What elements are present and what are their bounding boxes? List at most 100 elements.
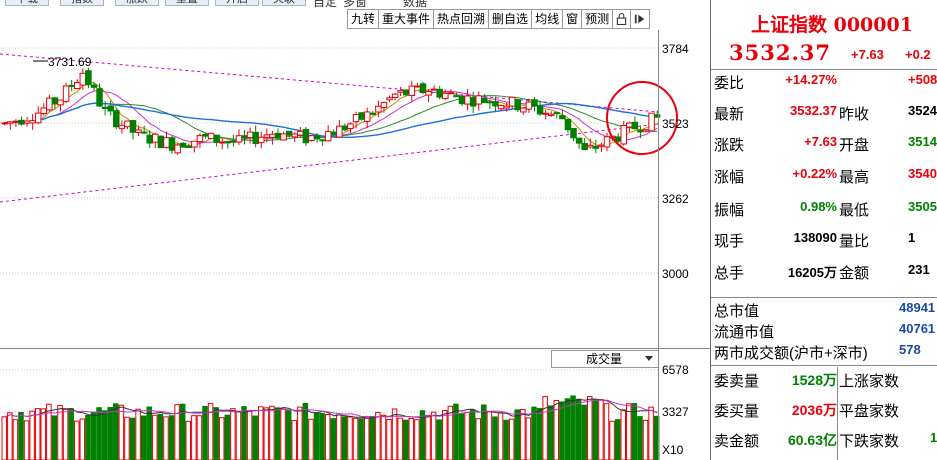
breadth-label: 下跌家数 (839, 433, 900, 450)
volume-bar (375, 412, 381, 460)
toolbar-remove-watchlist-button[interactable]: 删自选 (489, 10, 533, 28)
top-tab[interactable]: 开启 (215, 0, 259, 6)
volume-bar (90, 411, 97, 460)
volume-bar (263, 407, 270, 460)
top-menu-label[interactable]: 数据 (403, 0, 428, 9)
volume-bar (34, 408, 41, 460)
candle-body (202, 133, 209, 137)
toolbar-forecast-button[interactable]: 预测 (582, 10, 614, 28)
volume-bar (637, 416, 643, 460)
volume-bar (129, 417, 136, 460)
top-tab[interactable]: 指数 (60, 0, 104, 6)
quote-panel: 上证指数 000001 3532.37 +7.63 +0.2 委比 +14.27%… (711, 0, 937, 460)
candle-body (302, 128, 310, 144)
candle-body (269, 133, 276, 138)
toolbar-jiuzhuan-button[interactable]: 九转 (348, 10, 380, 28)
chevron-down-icon (645, 356, 653, 361)
quote-label: 金额 (839, 265, 870, 282)
toolbar-moving-average-button[interactable]: 均线 (532, 10, 564, 28)
candle-body (453, 95, 460, 98)
toolbar-major-events-button[interactable]: 重大事件 (379, 10, 435, 28)
volume-bar (96, 407, 102, 460)
candle-body (285, 130, 293, 136)
candle-body (447, 92, 455, 95)
volume-bar (196, 415, 203, 460)
volume-bar (330, 418, 336, 460)
quote-value: 231 (908, 262, 930, 277)
volume-bar (475, 418, 481, 460)
index-change-pct: +0.2 (905, 47, 931, 62)
candle-body (508, 96, 516, 107)
candle-body (486, 101, 494, 104)
volume-bar (40, 408, 47, 460)
top-tab[interactable]: 重置 (165, 0, 209, 6)
collapse-panel-icon[interactable] (631, 10, 649, 28)
candle-body (29, 120, 36, 124)
candle-body (620, 125, 627, 145)
volume-chart[interactable]: 6578 3327 X10 (0, 348, 710, 460)
volume-bar (481, 404, 487, 460)
volume-bar (614, 419, 621, 460)
volume-bar (51, 415, 58, 460)
volume-bar (163, 416, 169, 460)
candle-body (191, 140, 198, 148)
candle-body (414, 85, 421, 88)
candlestick-chart[interactable]: 3731.69 3784 3523 3262 3000 (0, 30, 710, 348)
highlight-circle (606, 81, 678, 155)
price-grid (0, 47, 658, 274)
candle-body (442, 92, 449, 100)
candle-body (57, 99, 64, 106)
volume-bar (291, 420, 297, 460)
lock-icon[interactable] (613, 10, 632, 28)
volume-bar (285, 410, 292, 460)
volume-indicator-dropdown[interactable]: 成交量 (551, 350, 659, 368)
market-row: 总市值 48941 (711, 300, 937, 320)
market-row: 流通市值 40761 (711, 321, 937, 341)
price-tick-label: 3000 (662, 267, 689, 281)
top-tab[interactable]: 下载 (5, 0, 49, 6)
candle-body (140, 131, 148, 134)
volume-bar (497, 412, 504, 460)
candle-body (258, 136, 265, 144)
candle-body (135, 129, 142, 134)
candle-body (168, 137, 176, 151)
volume-bar (380, 414, 387, 460)
candle-body (386, 97, 393, 101)
candle-body (308, 135, 315, 141)
volume-bar (207, 403, 214, 460)
toolbar-window-button[interactable]: 窗 (563, 10, 583, 28)
breadth-row: 委买量 2036万 平盘家数 (711, 400, 937, 426)
top-menu-label[interactable]: 自定 (313, 0, 338, 9)
quote-row: 振幅 0.98% 最低 3505 (711, 199, 937, 225)
candle-body (352, 113, 360, 123)
top-tab[interactable]: 涨跌 (115, 0, 159, 6)
candle-body (542, 112, 549, 115)
candle-body (492, 101, 499, 107)
candle-body (587, 144, 594, 148)
candle-body (464, 95, 471, 105)
volume-tick-label: 6578 (662, 363, 689, 377)
volume-bar (492, 416, 498, 460)
breadth-value: 1528万 (791, 372, 837, 388)
volume-bar (107, 406, 113, 460)
candle-body (1, 122, 8, 125)
volume-bar (46, 403, 52, 460)
volume-bar (152, 414, 158, 460)
breadth-row: 委卖量 1528万 上涨家数 (711, 370, 937, 396)
candle-body (402, 89, 410, 96)
top-menu-label[interactable]: 多窗 (343, 0, 368, 9)
candle-body (614, 136, 622, 142)
candle-body (107, 105, 114, 112)
candle-body (475, 95, 482, 105)
axis-divider (658, 30, 659, 460)
candle-body (564, 118, 572, 131)
toolbar-hotspot-review-button[interactable]: 热点回溯 (434, 10, 490, 28)
candle-body (436, 88, 443, 98)
volume-bar (575, 398, 582, 460)
market-value: 578 (899, 342, 921, 357)
top-tab[interactable]: 关联 (262, 0, 306, 6)
candle-body (375, 105, 382, 113)
candle-body (408, 85, 416, 97)
candle-body (369, 112, 377, 115)
